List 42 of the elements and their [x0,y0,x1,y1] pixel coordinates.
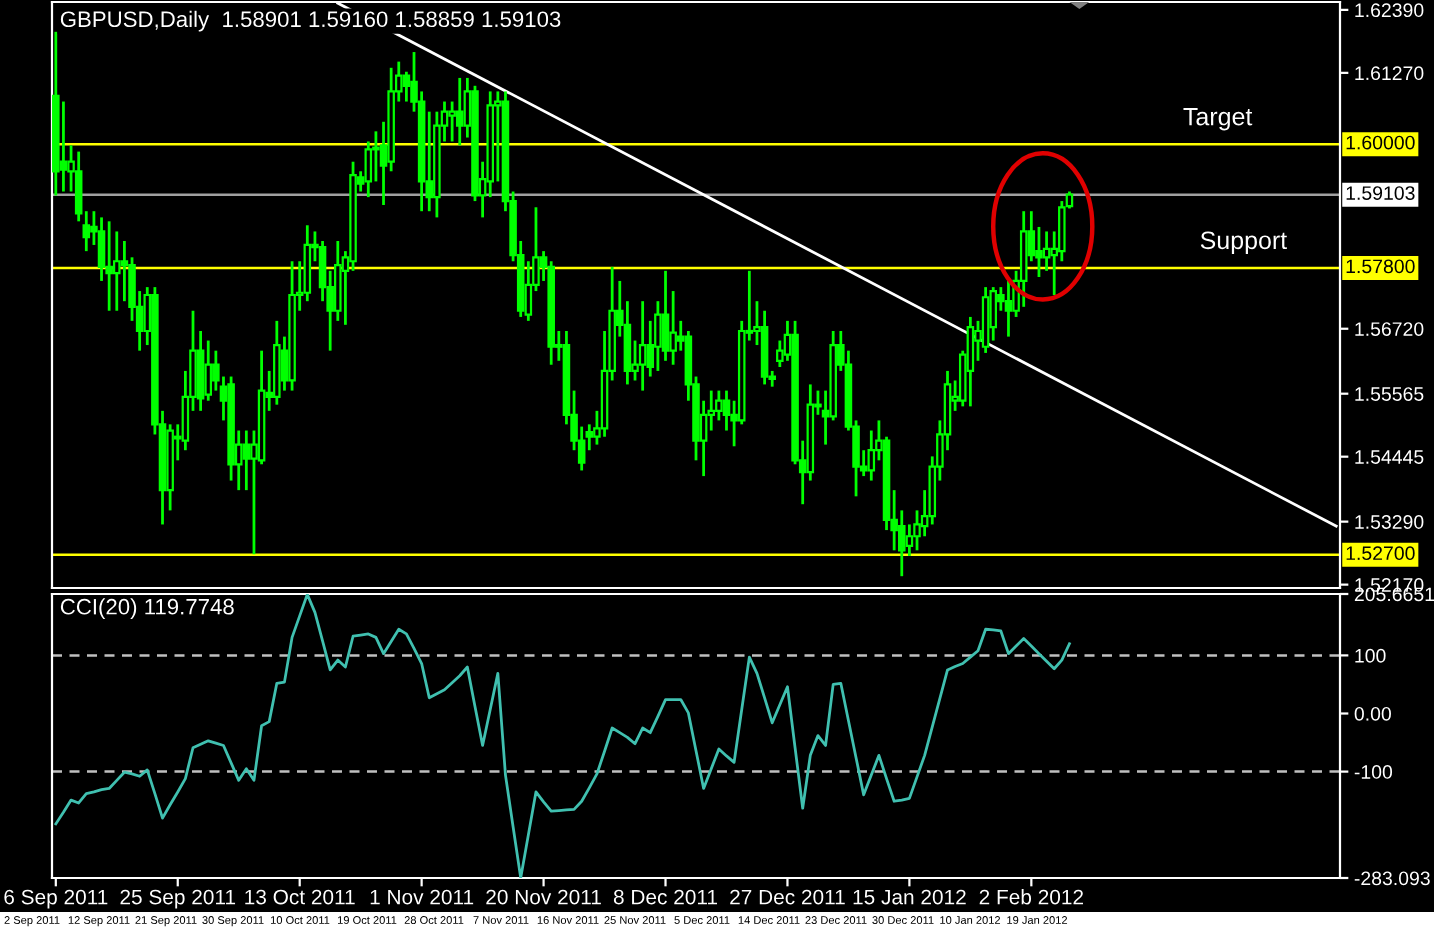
y-tick-label: 1.56720 [1355,322,1424,336]
x-tick-label: 25 Sep 2011 [120,889,236,909]
candlestick [966,315,975,408]
y-tick-label: -100 [1354,765,1393,779]
y-tick-label: 1.55565 [1355,387,1424,401]
y-tick-label: 100 [1355,648,1386,663]
y-tick-label: -283.093 [1354,871,1430,886]
x-tick-label: 2 Feb 2012 [979,889,1083,905]
x-tick-label: 13 Oct 2011 [245,889,355,905]
y-tick-label: 1.54445 [1355,450,1424,464]
candlestick [661,269,670,363]
candlestick [455,76,464,147]
x-tick-label: 1 Nov 2011 [370,889,474,905]
candlestick [638,299,647,392]
chart-title: GBPUSD,Daily 1.58901 1.59160 1.58859 1.59103 [60,10,561,32]
ref-line-label: 1.52700 [1346,546,1415,561]
ref-line-label: 1.60000 [1346,135,1415,150]
y-tick-label: 205.6651 [1354,587,1434,602]
y-tick-label: 1.61270 [1355,66,1424,81]
ref-line-label: 1.59103 [1346,186,1415,200]
y-tick-label: 1.62390 [1355,3,1424,18]
chart-title: CCI(20) 119.7748 [60,598,234,619]
x-tick-label: 15 Jan 2012 [853,889,966,905]
y-tick-label: 1.53290 [1355,515,1424,529]
candlestick [654,299,662,373]
y-tick-label: 0.00 [1354,706,1391,721]
candlestick [59,100,68,193]
ref-line-label: 1.57800 [1346,259,1415,274]
annotation: Target [1183,108,1253,131]
candlestick [1004,279,1013,339]
x-tick-label: 27 Dec 2011 [730,889,845,905]
x-tick-label: 20 Nov 2011 [486,889,601,905]
candlestick [105,219,113,313]
candlestick [448,100,456,143]
candlestick [303,223,312,303]
candlestick [669,289,677,367]
candlestick [204,339,213,403]
line-series [54,594,1071,878]
x-tick-label: 8 Dec 2011 [613,889,718,905]
candlestick [242,429,251,492]
x-tick-label: 6 Sep 2011 [4,889,108,909]
annotation: Support [1200,231,1287,255]
